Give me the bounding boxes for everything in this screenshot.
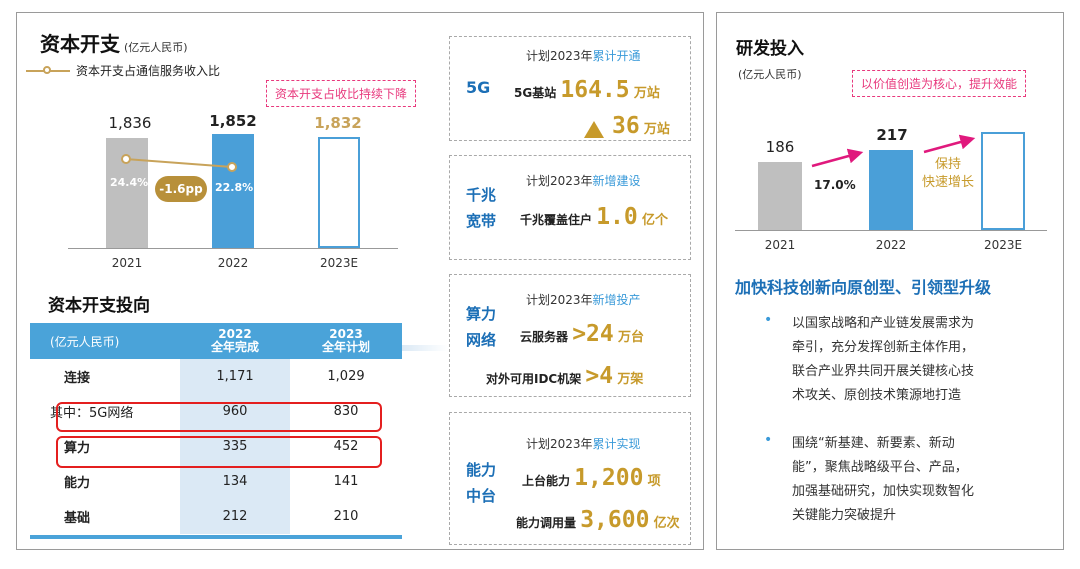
highlight-box-compute [56,436,382,468]
cell-2023: 1,029 [327,369,365,384]
bullet-dot: • [764,312,773,328]
table-row: 其中：5G网络 960 830 [30,394,402,429]
card-5g-plan: 计划2023年累计开通 [526,49,641,63]
bar-value-2022: 1,852 [209,112,257,130]
table-connector [402,345,448,351]
rd-value-2022: 217 [876,126,908,144]
legend-label: 资本开支占通信服务收入比 [76,64,221,78]
legend-line-marker [26,65,70,74]
card-compute-metric-2: 对外可用IDC机架 >4 万架 [486,363,644,389]
change-badge: -1.6pp [155,176,207,202]
ratio-line [121,154,237,172]
year-2023e: 2023E [319,256,359,270]
table-bottom-rule [30,535,402,539]
bar-value-2021: 1,836 [108,114,152,132]
table-row: 算力 335 452 [30,429,402,464]
cell-2023: 141 [333,474,359,489]
card-5g: 5G 计划2023年累计开通 5G基站 164.5 万站 36 万站 [449,36,691,141]
card-5g-metric-2: 36 万站 [584,113,670,139]
up-triangle-icon [584,121,604,138]
card-broadband-plan: 计划2023年新增建设 [526,174,641,188]
card-broadband-metric-1: 千兆覆盖住户 1.0 亿个 [520,204,668,230]
rd-bar-2023e [981,132,1025,230]
row-label: 算力 [64,441,91,456]
rd-callout: 以价值创造为核心，提升效能 [852,70,1027,97]
header-2023: 2023 全年计划 [321,327,370,354]
pct-2021: 24.4% [110,176,149,189]
year-2022: 2022 [217,256,249,270]
rd-year-2021: 2021 [764,238,796,252]
card-broadband-category: 千兆 宽带 [466,186,497,230]
rd-year-2023e: 2023E [983,238,1023,252]
cell-2022: 1,171 [180,359,290,394]
card-capability-metric-2: 能力调用量 3,600 亿次 [516,507,680,533]
rd-keep-growth: 保持 快速增长 [921,157,974,190]
table-row: 连接 1,171 1,029 [30,359,402,394]
capex-axis [68,248,398,249]
card-compute-category: 算力 网络 [466,305,497,349]
card-compute-metric-1: 云服务器 >24 万台 [520,321,644,347]
rd-bar-2021 [758,162,802,230]
row-label: 基础 [64,511,91,526]
card-compute: 算力 网络 计划2023年新增投产 云服务器 >24 万台 对外可用IDC机架 >… [449,274,691,397]
header-unit: (亿元人民币) [50,334,120,349]
capex-legend: 资本开支占通信服务收入比 [26,62,220,79]
capex-unit: (亿元人民币) [124,41,188,54]
bullet-dot: • [764,432,773,448]
card-broadband: 千兆 宽带 计划2023年新增建设 千兆覆盖住户 1.0 亿个 [449,155,691,260]
row-label: 连接 [64,371,91,386]
cell-2022: 960 [180,394,290,429]
card-5g-metric-1: 5G基站 164.5 万站 [514,77,660,103]
right-panel [716,12,1064,550]
cell-2023: 830 [333,404,359,419]
capex-callout: 资本开支占收比持续下降 [266,80,417,107]
rd-bullet-1: 以国家战略和产业链发展需求为 牵引，充分发挥创新主体作用， 联合产业界共同开展关键核… [792,316,975,403]
table-row: 能力 134 141 [30,464,402,499]
bar-value-2023e: 1,832 [314,114,362,132]
rd-axis [735,230,1047,231]
rd-growth: 17.0% [814,178,856,192]
table-row: 基础 212 210 [30,499,402,534]
rd-year-2022: 2022 [875,238,907,252]
card-5g-category: 5G [466,78,491,97]
rd-unit: (亿元人民币) [738,68,802,81]
card-compute-plan: 计划2023年新增投产 [526,293,641,307]
row-label: 能力 [64,476,91,491]
growth-arrows [811,134,976,168]
cell-2023: 452 [333,439,359,454]
rd-heading: 加快科技创新向原创型、引领型升级 [735,278,992,297]
bar-2023e [318,137,360,248]
bar-2022 [212,134,254,248]
cell-2022: 212 [180,499,290,534]
direction-title: 资本开支投向 [48,296,150,316]
rd-bar-2022 [869,150,913,230]
card-capability: 能力 中台 计划2023年累计实现 上台能力 1,200 项 能力调用量 3,60… [449,412,691,545]
cell-2022: 134 [180,464,290,499]
capex-direction-table: (亿元人民币) 2022 全年完成 2023 全年计划 连接 1,171 1,029… [30,323,402,534]
rd-bullet-2: 围绕“新基建、新要素、新动 能”，聚焦战略级平台、产品， 加强基础研究，加快实现数智… [792,436,975,523]
cell-2022: 335 [180,429,290,464]
highlight-box-5g [56,402,382,432]
card-capability-metric-1: 上台能力 1,200 项 [522,465,661,491]
row-label: 其中：5G网络 [50,406,134,421]
table-header: (亿元人民币) 2022 全年完成 2023 全年计划 [30,323,402,359]
header-2022: 2022 全年完成 [210,327,259,354]
pct-2022: 22.8% [215,181,254,194]
rd-title: 研发投入 [736,39,804,59]
year-2021: 2021 [111,256,143,270]
cell-2023: 210 [333,509,359,524]
rd-value-2021: 186 [765,138,795,156]
card-capability-plan: 计划2023年累计实现 [526,437,641,451]
card-capability-category: 能力 中台 [466,461,497,505]
capex-title: 资本开支 (亿元人民币) [40,32,188,56]
